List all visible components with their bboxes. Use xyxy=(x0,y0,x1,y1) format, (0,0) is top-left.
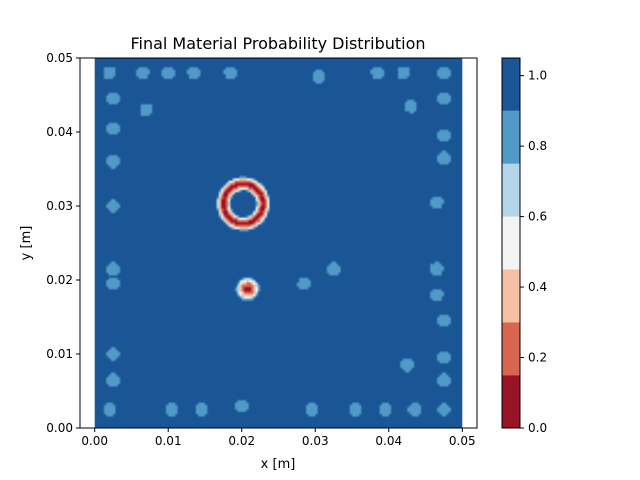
colorbar-tick-label: 1.0 xyxy=(528,69,547,83)
y-axis: 0.00 0.01 0.02 0.03 0.04 0.05 xyxy=(46,51,80,435)
probability-field xyxy=(94,58,463,428)
x-tick-label: 0.00 xyxy=(81,434,108,448)
x-tick-label: 0.05 xyxy=(449,434,476,448)
y-axis-label: y [m] xyxy=(19,226,34,261)
y-tick-label: 0.02 xyxy=(46,273,73,287)
colorbar-tick-label: 0.2 xyxy=(528,351,547,365)
colorbar-segment xyxy=(502,216,520,270)
y-tick-label: 0.04 xyxy=(46,125,73,139)
colorbar-tick-label: 0.4 xyxy=(528,280,547,294)
axes-frame xyxy=(79,57,478,429)
colorbar-segment xyxy=(502,163,520,217)
x-tick-label: 0.04 xyxy=(375,434,402,448)
colorbar-segment xyxy=(502,269,520,323)
colorbar-tick-label: 0.6 xyxy=(528,210,547,224)
x-tick-label: 0.03 xyxy=(302,434,329,448)
colorbar-tick-label: 0.0 xyxy=(528,421,547,435)
plot-area xyxy=(79,57,478,429)
chart-title: Final Material Probability Distribution xyxy=(130,34,425,53)
colorbar-segment xyxy=(502,375,520,428)
colorbar-segment xyxy=(502,110,520,164)
y-tick-label: 0.03 xyxy=(46,199,73,213)
colorbar-segment xyxy=(502,322,520,376)
colorbar: 0.0 0.2 0.4 0.6 0.8 1.0 xyxy=(501,57,547,435)
y-tick-label: 0.01 xyxy=(46,347,73,361)
colorbar-tick-label: 0.8 xyxy=(528,139,547,153)
x-tick-label: 0.02 xyxy=(228,434,255,448)
colorbar-frame xyxy=(501,57,521,429)
x-tick-label: 0.01 xyxy=(155,434,182,448)
x-axis: 0.00 0.01 0.02 0.03 0.04 0.05 xyxy=(81,428,476,448)
y-tick-label: 0.00 xyxy=(46,421,73,435)
colorbar-segment xyxy=(502,58,520,111)
x-axis-label: x [m] xyxy=(261,457,296,472)
y-tick-label: 0.05 xyxy=(46,51,73,65)
